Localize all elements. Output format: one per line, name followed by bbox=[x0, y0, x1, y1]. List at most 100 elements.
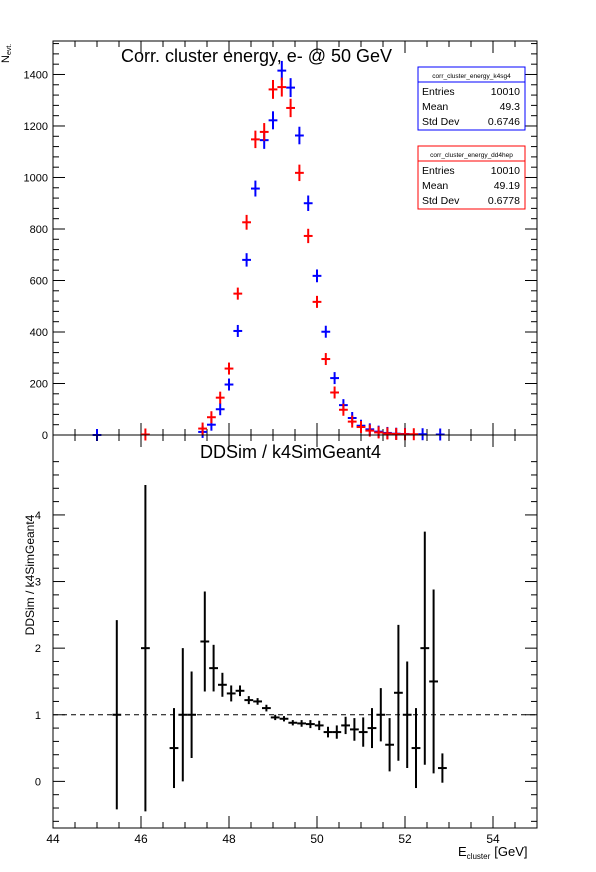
ratio-point bbox=[420, 531, 430, 765]
data-point bbox=[251, 130, 260, 149]
x-tick-label: 48 bbox=[222, 832, 236, 846]
stats-box-dd4hep-mean-value: 49.19 bbox=[494, 180, 520, 192]
ratio-point bbox=[253, 698, 262, 705]
top-y-axis: 0 200 400 600 800 1000 1200 1400 bbox=[24, 43, 537, 442]
x-tick-label: 50 bbox=[310, 832, 324, 846]
ratio-point bbox=[332, 725, 342, 739]
ratio-point bbox=[297, 720, 306, 727]
data-point bbox=[233, 287, 243, 300]
ratio-point bbox=[402, 661, 412, 769]
ratio-point bbox=[314, 720, 324, 731]
data-point bbox=[418, 428, 427, 441]
ratio-point bbox=[438, 753, 447, 783]
stats-box-k4sg4-mean-value: 49.3 bbox=[500, 101, 521, 113]
data-point bbox=[286, 78, 295, 98]
x-tick-label: 46 bbox=[134, 832, 148, 846]
data-point bbox=[215, 403, 225, 416]
ratio-point bbox=[394, 624, 403, 761]
top-y-tick-label: 400 bbox=[30, 327, 48, 339]
ratio-point bbox=[226, 685, 236, 702]
stats-box-k4sg4-entries-label: Entries bbox=[422, 86, 455, 98]
ratio-point bbox=[178, 648, 188, 782]
x-tick-label: 44 bbox=[46, 832, 60, 846]
data-point bbox=[268, 111, 278, 130]
x-axis-label-main: E bbox=[458, 844, 467, 859]
stats-box-k4sg4-title: corr_cluster_energy_k4sg4 bbox=[432, 73, 511, 80]
stats-box-dd4hep-entries-value: 10010 bbox=[491, 165, 520, 177]
ratio-point bbox=[187, 671, 196, 759]
ratio-point bbox=[235, 685, 245, 697]
data-point bbox=[286, 98, 295, 118]
stats-box-dd4hep-entries-label: Entries bbox=[422, 165, 455, 177]
top-y-axis-label-sub: evt. bbox=[6, 44, 13, 55]
stats-box-dd4hep-title: corr_cluster_energy_dd4hep bbox=[430, 152, 513, 159]
bottom-y-tick-label: 3 bbox=[35, 577, 41, 589]
top-y-tick-label: 600 bbox=[30, 275, 48, 287]
data-point bbox=[295, 126, 304, 145]
data-point bbox=[374, 426, 383, 439]
stats-box-dd4hep-stddev-label: Std Dev bbox=[422, 195, 460, 207]
bottom-pad: 0 1 2 3 4 44 46 48 50 52 54 DDSim / k4SimGeant4 D… bbox=[23, 434, 538, 861]
ratio-point bbox=[429, 589, 438, 774]
bottom-x-axis: 44 46 48 50 52 54 bbox=[46, 435, 538, 846]
ratio-point bbox=[306, 720, 315, 729]
data-point bbox=[330, 372, 339, 385]
top-y-axis-label: Nevt. bbox=[0, 44, 13, 63]
top-y-tick-label: 1000 bbox=[24, 172, 48, 184]
top-y-tick-label: 0 bbox=[42, 430, 48, 442]
ratio-point bbox=[350, 718, 359, 741]
bottom-y-tick-label: 4 bbox=[35, 510, 41, 522]
ratio-point bbox=[209, 644, 218, 692]
x-tick-label: 52 bbox=[398, 832, 412, 846]
top-y-tick-label: 1200 bbox=[24, 121, 48, 133]
data-point bbox=[207, 411, 216, 424]
data-point bbox=[435, 428, 445, 441]
ratio-point bbox=[279, 716, 289, 722]
data-point bbox=[233, 324, 243, 337]
stats-box-dd4hep: corr_cluster_energy_dd4hep Entries 10010… bbox=[417, 145, 526, 210]
top-series-layer bbox=[92, 60, 445, 441]
ratio-point bbox=[323, 726, 333, 738]
ratio-point bbox=[169, 708, 179, 789]
data-point bbox=[303, 228, 313, 244]
data-point bbox=[141, 428, 150, 441]
stats-box-k4sg4-frame bbox=[417, 66, 526, 131]
x-axis-label: Ecluster [GeV] bbox=[458, 844, 527, 861]
data-point bbox=[391, 427, 401, 440]
ratio-point bbox=[367, 708, 377, 749]
series-ratio bbox=[112, 484, 447, 812]
ratio-point bbox=[112, 620, 122, 810]
bottom-series-layer bbox=[112, 484, 447, 812]
data-point bbox=[409, 428, 419, 441]
bottom-chart-title: DDSim / k4SimGeant4 bbox=[200, 442, 381, 462]
bottom-y-axis: 0 1 2 3 4 bbox=[35, 434, 537, 822]
stats-box-dd4hep-mean-label: Mean bbox=[422, 180, 448, 192]
ratio-point bbox=[244, 696, 254, 705]
ratio-point bbox=[288, 720, 298, 726]
ratio-point bbox=[218, 672, 227, 697]
ratio-point bbox=[376, 688, 386, 742]
stats-box-dd4hep-frame bbox=[417, 145, 526, 210]
stats-box-dd4hep-stddev-value: 0.6778 bbox=[488, 195, 520, 207]
data-point bbox=[224, 378, 234, 391]
data-point bbox=[198, 422, 207, 435]
top-y-tick-label: 200 bbox=[30, 378, 48, 390]
ratio-point bbox=[200, 591, 210, 692]
series-corr_cluster_energy_k4sg4 bbox=[92, 60, 445, 441]
bottom-y-tick-label: 1 bbox=[35, 710, 41, 722]
data-point bbox=[339, 403, 348, 416]
data-point bbox=[268, 79, 278, 99]
data-point bbox=[242, 214, 251, 230]
data-point bbox=[295, 164, 304, 182]
stats-box-k4sg4-stddev-label: Std Dev bbox=[422, 116, 460, 128]
ratio-point bbox=[411, 708, 421, 789]
ratio-point bbox=[358, 717, 368, 747]
data-point bbox=[312, 295, 322, 308]
data-point bbox=[224, 362, 234, 375]
stats-box-k4sg4-stddev-value: 0.6746 bbox=[488, 116, 520, 128]
data-point bbox=[312, 269, 322, 283]
stats-box-k4sg4: corr_cluster_energy_k4sg4 Entries 10010 … bbox=[417, 66, 526, 131]
top-y-tick-label: 1400 bbox=[24, 69, 48, 81]
data-point bbox=[321, 325, 331, 338]
